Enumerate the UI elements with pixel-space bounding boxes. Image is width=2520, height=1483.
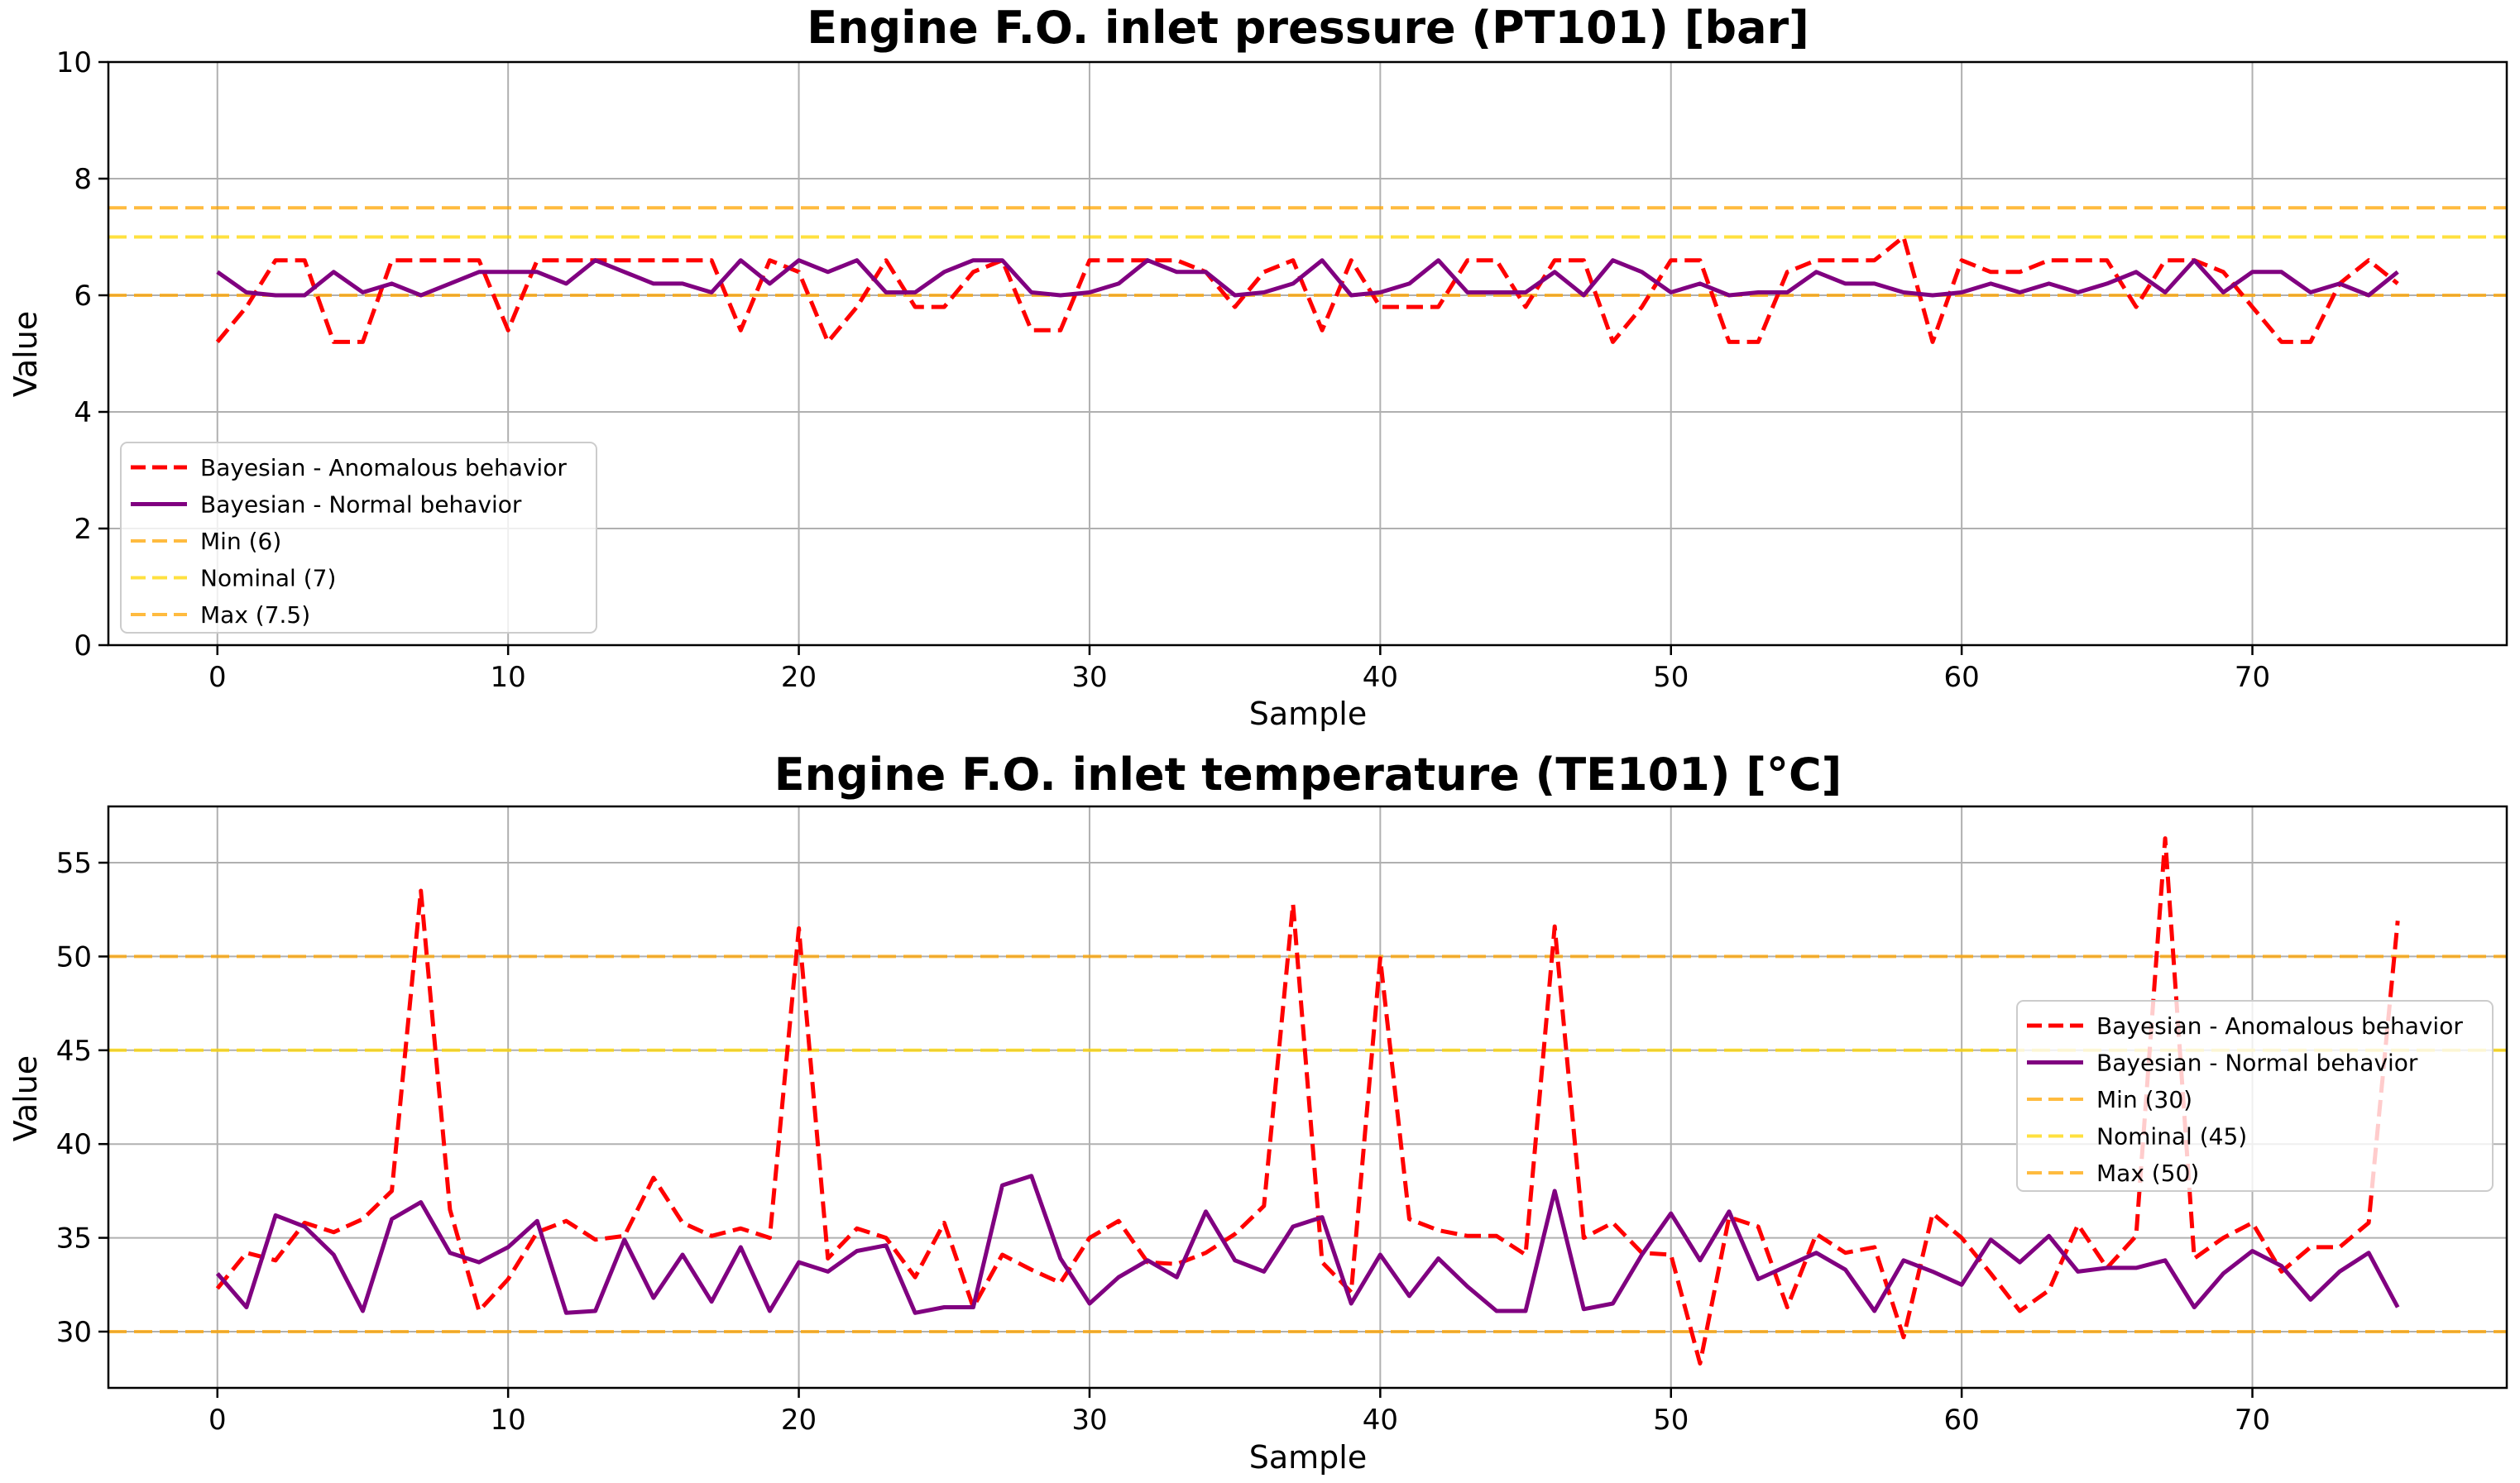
x-tick-label: 50 <box>1653 1404 1689 1437</box>
y-tick-label: 10 <box>56 46 92 79</box>
legend-box <box>2016 1000 2494 1192</box>
y-tick-label: 8 <box>74 163 92 196</box>
x-tick-label: 20 <box>781 1404 817 1437</box>
y-tick-label: 40 <box>56 1128 92 1161</box>
legend: Bayesian - Anomalous behavior Bayesian - … <box>120 442 597 634</box>
legend-label: Max (50) <box>2096 1160 2199 1187</box>
x-tick-label: 10 <box>491 661 526 694</box>
x-tick-label: 20 <box>781 661 817 694</box>
plot-frame <box>107 60 2508 647</box>
pressure-chart: Engine F.O. inlet pressure (PT101) [bar]… <box>7 2 2508 732</box>
y-tick-label: 45 <box>56 1035 92 1068</box>
y-tick-label: 30 <box>56 1316 92 1349</box>
legend-label: Bayesian - Anomalous behavior <box>200 454 567 481</box>
legend-label: Min (30) <box>2096 1086 2192 1113</box>
chart-title: Engine F.O. inlet temperature (TE101) [°… <box>774 749 1842 801</box>
legend-label: Nominal (45) <box>2096 1123 2247 1151</box>
legend-box <box>120 442 597 634</box>
y-tick-label: 0 <box>74 629 92 663</box>
y-tick-label: 55 <box>56 847 92 880</box>
y-tick-label: 6 <box>74 280 92 313</box>
x-tick-label: 0 <box>208 1404 227 1437</box>
y-tick-label: 4 <box>74 396 92 429</box>
y-tick-label: 35 <box>56 1222 92 1256</box>
legend-label: Min (6) <box>200 528 281 555</box>
temperature-chart: Engine F.O. inlet temperature (TE101) [°… <box>7 749 2508 1476</box>
x-tick-label: 70 <box>2235 661 2270 694</box>
legend-label: Bayesian - Anomalous behavior <box>2096 1012 2463 1040</box>
legend-label: Nominal (7) <box>200 565 336 592</box>
x-tick-label: 0 <box>208 661 227 694</box>
legend: Bayesian - Anomalous behavior Bayesian - … <box>2016 1000 2494 1192</box>
y-tick-label: 50 <box>56 940 92 974</box>
legend-label: Max (7.5) <box>200 601 310 629</box>
series-line-anomalous <box>215 836 2400 1366</box>
series-line-anomalous <box>215 235 2399 344</box>
legend-label: Bayesian - Normal behavior <box>2096 1050 2418 1077</box>
series-line-normal <box>215 1174 2400 1315</box>
x-tick-label: 70 <box>2235 1404 2270 1437</box>
x-axis-label: Sample <box>1249 1439 1367 1476</box>
x-tick-label: 30 <box>1071 1404 1107 1437</box>
x-tick-label: 60 <box>1944 661 1980 694</box>
x-tick-label: 30 <box>1071 661 1107 694</box>
series-line-normal <box>216 258 2399 298</box>
y-tick-label: 2 <box>74 513 92 546</box>
chart-title: Engine F.O. inlet pressure (PT101) [bar] <box>807 2 1809 54</box>
x-tick-label: 40 <box>1363 661 1398 694</box>
legend-label: Bayesian - Normal behavior <box>200 491 522 519</box>
x-tick-label: 10 <box>491 1404 526 1437</box>
x-tick-label: 60 <box>1944 1404 1980 1437</box>
y-axis-label: Value <box>7 1055 44 1141</box>
x-axis-label: Sample <box>1249 696 1367 732</box>
plot-frame <box>107 805 2508 1390</box>
y-axis-label: Value <box>7 311 44 397</box>
x-tick-label: 50 <box>1653 661 1689 694</box>
x-tick-label: 40 <box>1363 1404 1398 1437</box>
